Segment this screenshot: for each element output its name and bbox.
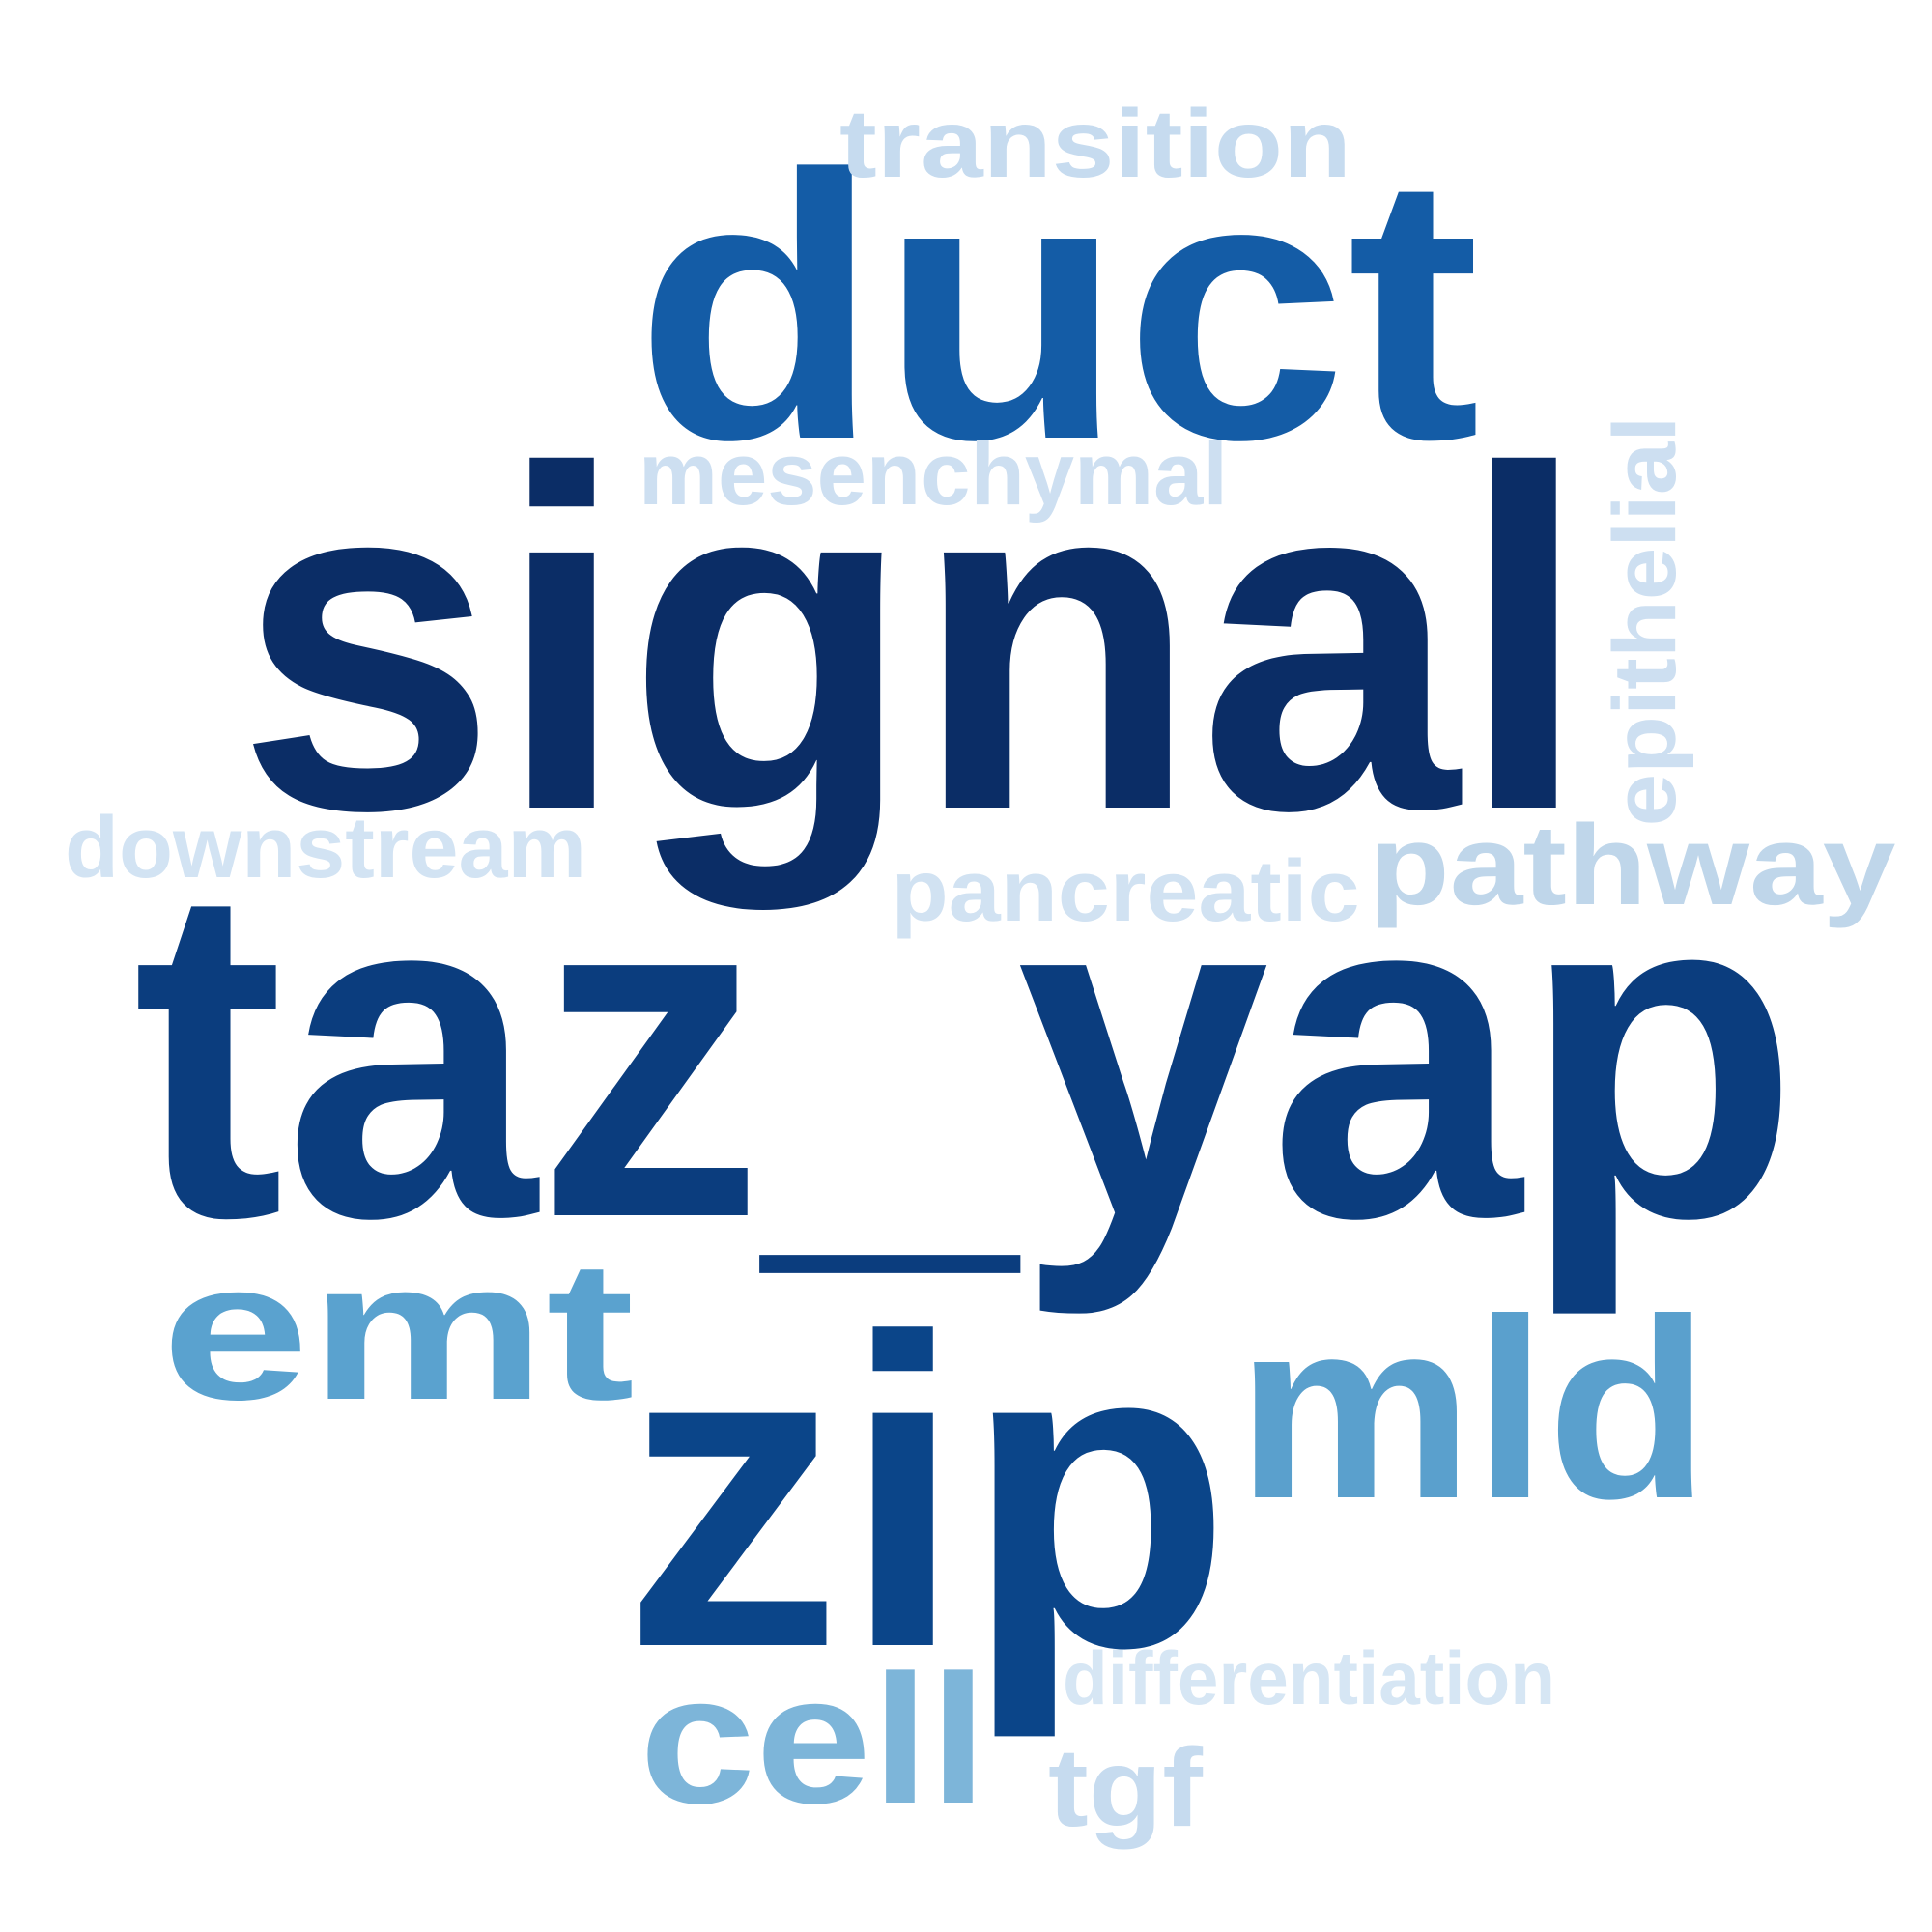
word-mesenchymal: mesenchymal <box>639 425 1228 524</box>
word-signal: signal <box>237 370 1589 913</box>
word-transition: transition <box>839 90 1351 198</box>
word-tgf: tgf <box>1048 1726 1204 1850</box>
word-downstream: downstream <box>65 800 586 896</box>
word-duct: duct <box>636 97 1481 518</box>
word-cell: cell <box>639 1637 987 1842</box>
word-epithelial: epithelial <box>1596 416 1694 827</box>
word-pancreatic: pancreatic <box>892 843 1360 940</box>
word-zip: zip <box>623 1248 1232 1742</box>
word-differentiation: differentiation <box>1063 1635 1555 1720</box>
word-emt: emt <box>161 1220 635 1441</box>
word-taz-yap: taz_yap <box>133 786 1800 1319</box>
word-pathway: pathway <box>1370 802 1896 929</box>
word-mld: mld <box>1236 1266 1710 1552</box>
